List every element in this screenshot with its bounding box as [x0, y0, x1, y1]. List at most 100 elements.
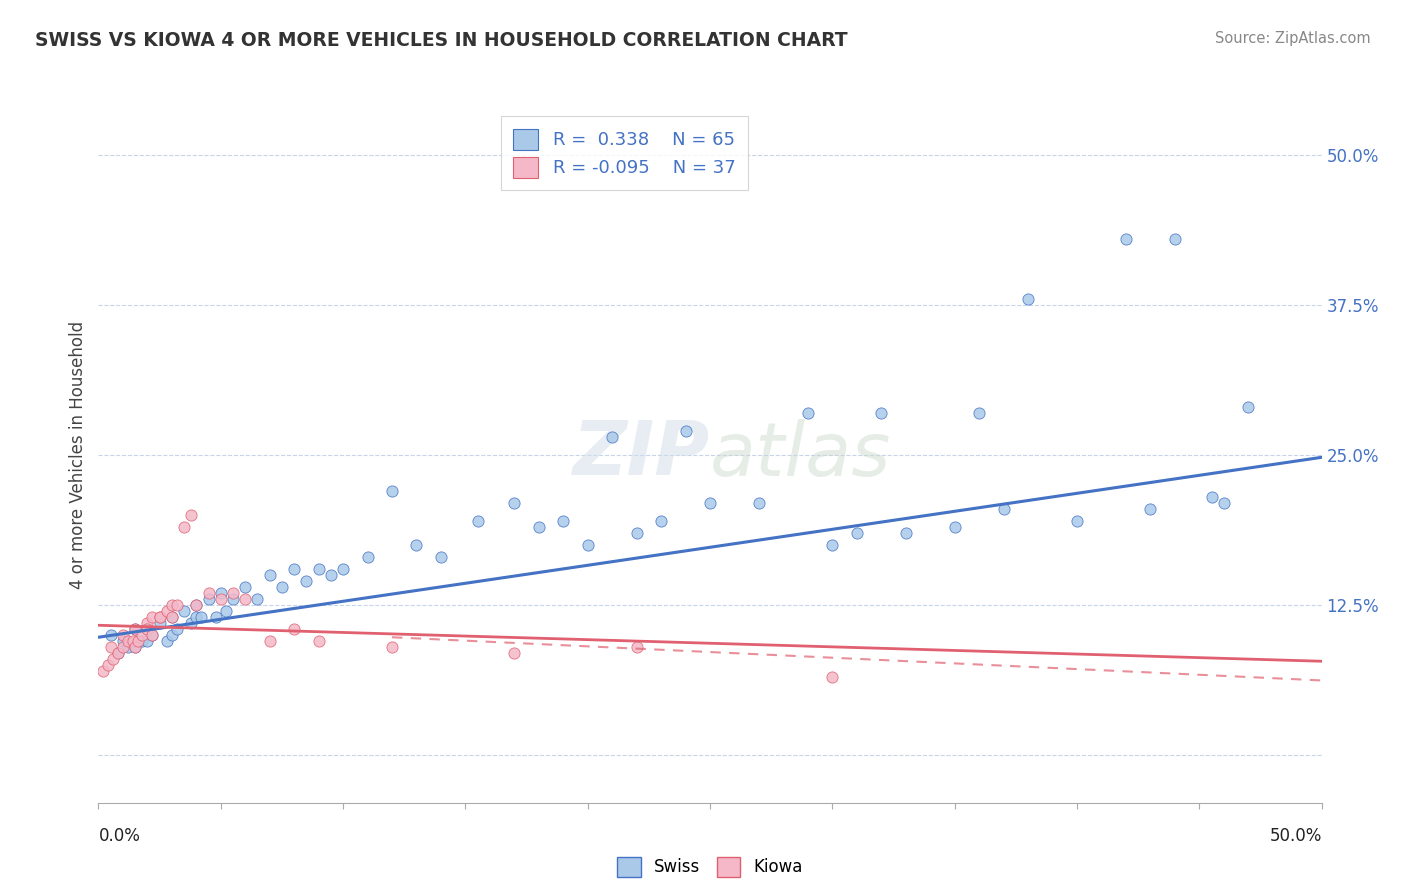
Point	[233, 580, 256, 594]
Point	[503, 646, 526, 660]
Point	[149, 610, 172, 624]
Point	[503, 496, 526, 510]
Point	[124, 640, 146, 654]
Point	[100, 628, 122, 642]
Text: 0.0%: 0.0%	[98, 827, 141, 845]
Point	[259, 567, 281, 582]
Point	[270, 580, 294, 594]
Point	[136, 615, 159, 630]
Point	[870, 406, 893, 420]
Point	[430, 549, 453, 564]
Point	[127, 633, 149, 648]
Point	[576, 538, 599, 552]
Point	[1212, 496, 1234, 510]
Point	[149, 610, 172, 624]
Point	[1164, 232, 1187, 246]
Point	[160, 610, 183, 624]
Point	[141, 628, 163, 642]
Y-axis label: 4 or more Vehicles in Household: 4 or more Vehicles in Household	[69, 321, 87, 589]
Point	[381, 483, 404, 498]
Point	[699, 496, 721, 510]
Point	[821, 538, 844, 552]
Point	[246, 591, 269, 606]
Point	[527, 520, 550, 534]
Point	[141, 628, 163, 642]
Point	[626, 640, 648, 654]
Point	[1115, 232, 1137, 246]
Point	[117, 633, 139, 648]
Point	[180, 615, 202, 630]
Point	[111, 640, 134, 654]
Point	[121, 633, 143, 648]
Point	[894, 525, 917, 540]
Point	[190, 610, 212, 624]
Point	[100, 640, 122, 654]
Point	[136, 633, 159, 648]
Point	[197, 591, 219, 606]
Point	[136, 622, 159, 636]
Point	[160, 628, 183, 642]
Point	[205, 610, 228, 624]
Point	[173, 604, 195, 618]
Point	[156, 604, 179, 618]
Point	[821, 670, 844, 684]
Point	[166, 598, 188, 612]
Point	[160, 610, 183, 624]
Point	[233, 591, 256, 606]
Point	[117, 640, 139, 654]
Point	[319, 567, 342, 582]
Point	[124, 622, 146, 636]
Point	[283, 562, 305, 576]
Point	[209, 586, 232, 600]
Point	[259, 633, 281, 648]
Point	[149, 615, 172, 630]
Point	[967, 406, 990, 420]
Point	[381, 640, 404, 654]
Point	[332, 562, 354, 576]
Point	[356, 549, 378, 564]
Point	[1237, 400, 1260, 414]
Point	[1066, 514, 1088, 528]
Text: 50.0%: 50.0%	[1270, 827, 1322, 845]
Point	[136, 622, 159, 636]
Point	[186, 610, 208, 624]
Point	[675, 424, 697, 438]
Point	[295, 574, 318, 588]
Point	[626, 525, 648, 540]
Point	[124, 622, 146, 636]
Point	[222, 591, 245, 606]
Point	[214, 604, 236, 618]
Point	[186, 598, 208, 612]
Point	[111, 633, 134, 648]
Point	[308, 562, 330, 576]
Point	[124, 640, 146, 654]
Point	[156, 633, 179, 648]
Point	[1139, 502, 1161, 516]
Point	[467, 514, 489, 528]
Point	[160, 598, 183, 612]
Point	[943, 520, 966, 534]
Point	[553, 514, 575, 528]
Point	[101, 652, 124, 666]
Point	[650, 514, 672, 528]
Point	[111, 628, 134, 642]
Point	[197, 586, 219, 600]
Point	[405, 538, 427, 552]
Point	[797, 406, 820, 420]
Point	[97, 657, 120, 672]
Point	[209, 591, 232, 606]
Point	[91, 664, 114, 678]
Point	[131, 633, 153, 648]
Text: atlas: atlas	[710, 419, 891, 491]
Point	[283, 622, 305, 636]
Legend: Swiss, Kiowa: Swiss, Kiowa	[609, 849, 811, 885]
Point	[166, 622, 188, 636]
Text: Source: ZipAtlas.com: Source: ZipAtlas.com	[1215, 31, 1371, 46]
Point	[1201, 490, 1223, 504]
Point	[993, 502, 1015, 516]
Point	[186, 598, 208, 612]
Point	[1017, 292, 1039, 306]
Point	[748, 496, 770, 510]
Point	[845, 525, 868, 540]
Point	[308, 633, 330, 648]
